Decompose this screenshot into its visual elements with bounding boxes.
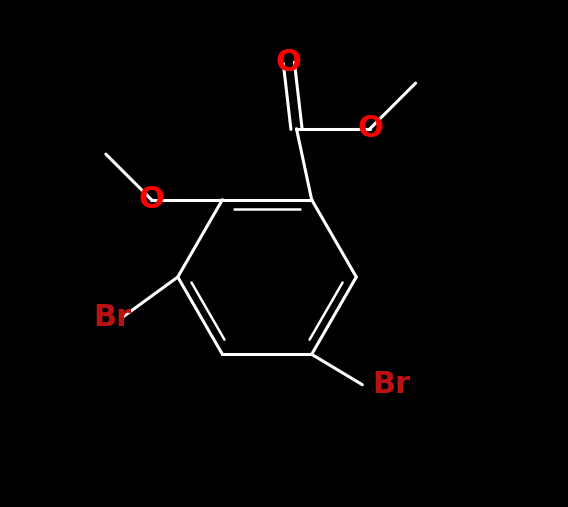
Text: O: O <box>276 48 302 77</box>
Text: Br: Br <box>373 370 411 399</box>
Text: O: O <box>357 114 383 143</box>
Text: O: O <box>139 185 164 214</box>
Text: Br: Br <box>93 303 131 332</box>
